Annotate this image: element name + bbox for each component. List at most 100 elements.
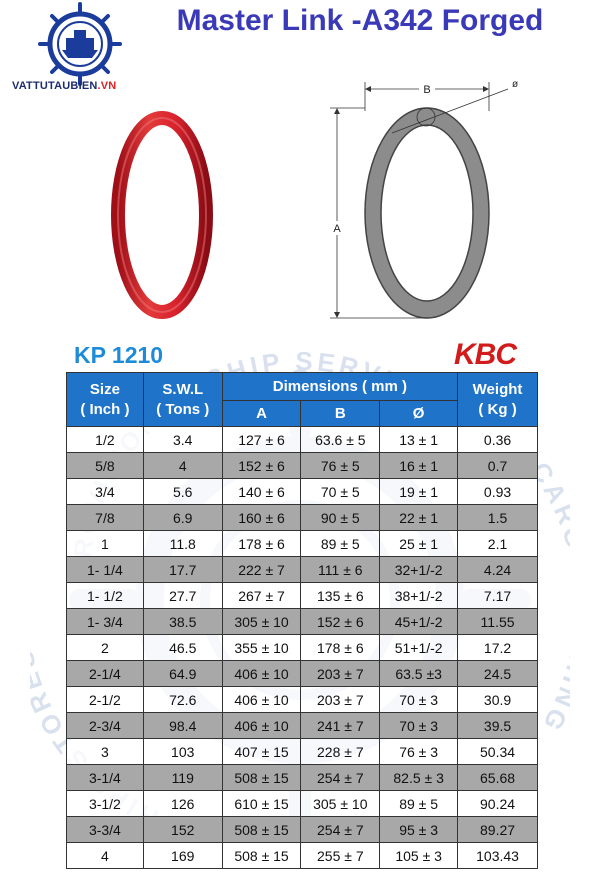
cell-weight: 50.34 <box>457 738 538 765</box>
cell-swl: 46.5 <box>142 634 223 661</box>
label-b: B <box>423 84 430 96</box>
table-row: 7/8 6.9 160 ± 6 90 ± 5 22 ± 1 1.5 <box>66 504 538 531</box>
cell-size: 1 <box>66 530 144 557</box>
cell-phi: 13 ± 1 <box>379 426 459 453</box>
cell-phi: 76 ± 3 <box>379 738 459 765</box>
cell-a: 140 ± 6 <box>221 478 302 505</box>
cell-b: 76 ± 5 <box>300 452 381 479</box>
cell-b: 111 ± 6 <box>300 556 381 583</box>
cell-b: 152 ± 6 <box>300 608 381 635</box>
cell-weight: 0.93 <box>457 478 538 505</box>
cell-a: 305 ± 10 <box>221 608 302 635</box>
cell-weight: 103.43 <box>457 842 538 869</box>
cell-phi: 45+1/-2 <box>379 608 459 635</box>
brand-wordmark: VATTUTAUBIEN.VN <box>12 80 117 92</box>
cell-size: 2-3/4 <box>66 712 144 739</box>
cell-swl: 152 <box>142 816 223 843</box>
cell-size: 1- 3/4 <box>66 608 144 635</box>
cell-b: 63.6 ± 5 <box>300 426 381 453</box>
cell-size: 5/8 <box>66 452 144 479</box>
cell-a: 160 ± 6 <box>221 504 302 531</box>
cell-size: 4 <box>66 842 144 869</box>
header-a: A <box>221 400 302 427</box>
cell-swl: 38.5 <box>142 608 223 635</box>
cell-size: 3 <box>66 738 144 765</box>
cell-phi: 63.5 ±3 <box>379 660 459 687</box>
table-row: 2 46.5 355 ± 10 178 ± 6 51+1/-2 17.2 <box>66 634 538 661</box>
cell-phi: 95 ± 3 <box>379 816 459 843</box>
cell-weight: 89.27 <box>457 816 538 843</box>
cell-a: 355 ± 10 <box>221 634 302 661</box>
table-row: 2-3/4 98.4 406 ± 10 241 ± 7 70 ± 3 39.5 <box>66 712 538 739</box>
cell-a: 222 ± 7 <box>221 556 302 583</box>
cell-b: 255 ± 7 <box>300 842 381 869</box>
ship-wheel-logo <box>38 2 122 86</box>
cell-swl: 98.4 <box>142 712 223 739</box>
label-phi: ø <box>512 79 518 90</box>
header-size: Size( Inch ) <box>66 372 144 427</box>
cell-weight: 39.5 <box>457 712 538 739</box>
cell-size: 2 <box>66 634 144 661</box>
header-dimensions: Dimensions ( mm ) <box>221 372 459 401</box>
cell-b: 254 ± 7 <box>300 816 381 843</box>
cell-b: 70 ± 5 <box>300 478 381 505</box>
cell-swl: 3.4 <box>142 426 223 453</box>
cell-size: 3-1/2 <box>66 790 144 817</box>
dimension-diagram: B ø A <box>330 79 518 319</box>
table-row: 2-1/2 72.6 406 ± 10 203 ± 7 70 ± 3 30.9 <box>66 686 538 713</box>
cell-size: 1- 1/2 <box>66 582 144 609</box>
cell-phi: 70 ± 3 <box>379 686 459 713</box>
cell-size: 1- 1/4 <box>66 556 144 583</box>
cell-weight: 24.5 <box>457 660 538 687</box>
cell-a: 508 ± 15 <box>221 764 302 791</box>
cell-phi: 19 ± 1 <box>379 478 459 505</box>
table-row: 1- 1/2 27.7 267 ± 7 135 ± 6 38+1/-2 7.17 <box>66 582 538 609</box>
table-row: 1- 3/4 38.5 305 ± 10 152 ± 6 45+1/-2 11.55 <box>66 608 538 635</box>
cell-phi: 32+1/-2 <box>379 556 459 583</box>
cell-swl: 11.8 <box>142 530 223 557</box>
cell-size: 3-1/4 <box>66 764 144 791</box>
table-row: 2-1/4 64.9 406 ± 10 203 ± 7 63.5 ±3 24.5 <box>66 660 538 687</box>
cell-size: 2-1/2 <box>66 686 144 713</box>
table-row: 3-1/4 119 508 ± 15 254 ± 7 82.5 ± 3 65.68 <box>66 764 538 791</box>
cell-weight: 7.17 <box>457 582 538 609</box>
cell-phi: 105 ± 3 <box>379 842 459 869</box>
cell-swl: 126 <box>142 790 223 817</box>
cell-a: 508 ± 15 <box>221 816 302 843</box>
cell-weight: 11.55 <box>457 608 538 635</box>
cell-phi: 89 ± 5 <box>379 790 459 817</box>
cell-size: 2-1/4 <box>66 660 144 687</box>
maker-logo: KBC <box>454 338 517 371</box>
table-row: 3-3/4 152 508 ± 15 254 ± 7 95 ± 3 89.27 <box>66 816 538 843</box>
cell-weight: 0.7 <box>457 452 538 479</box>
page-title: Master Link -A342 Forged <box>176 4 544 37</box>
cell-swl: 5.6 <box>142 478 223 505</box>
cell-phi: 25 ± 1 <box>379 530 459 557</box>
cell-b: 305 ± 10 <box>300 790 381 817</box>
header-weight: Weight( Kg ) <box>457 372 538 427</box>
cell-phi: 70 ± 3 <box>379 712 459 739</box>
cell-a: 406 ± 10 <box>221 660 302 687</box>
cell-weight: 2.1 <box>457 530 538 557</box>
cell-swl: 4 <box>142 452 223 479</box>
table-row: 3-1/2 126 610 ± 15 305 ± 10 89 ± 5 90.24 <box>66 790 538 817</box>
cell-weight: 17.2 <box>457 634 538 661</box>
table-row: 1 11.8 178 ± 6 89 ± 5 25 ± 1 2.1 <box>66 530 538 557</box>
table-row: 1- 1/4 17.7 222 ± 7 111 ± 6 32+1/-2 4.24 <box>66 556 538 583</box>
cell-a: 406 ± 10 <box>221 686 302 713</box>
cell-weight: 4.24 <box>457 556 538 583</box>
cell-a: 152 ± 6 <box>221 452 302 479</box>
cell-weight: 30.9 <box>457 686 538 713</box>
cell-phi: 38+1/-2 <box>379 582 459 609</box>
cell-swl: 27.7 <box>142 582 223 609</box>
cell-b: 228 ± 7 <box>300 738 381 765</box>
table-row: 3/4 5.6 140 ± 6 70 ± 5 19 ± 1 0.93 <box>66 478 538 505</box>
cell-swl: 17.7 <box>142 556 223 583</box>
cell-b: 89 ± 5 <box>300 530 381 557</box>
cell-phi: 22 ± 1 <box>379 504 459 531</box>
cell-phi: 51+1/-2 <box>379 634 459 661</box>
cell-size: 3/4 <box>66 478 144 505</box>
cell-a: 508 ± 15 <box>221 842 302 869</box>
cell-b: 203 ± 7 <box>300 660 381 687</box>
cell-swl: 103 <box>142 738 223 765</box>
